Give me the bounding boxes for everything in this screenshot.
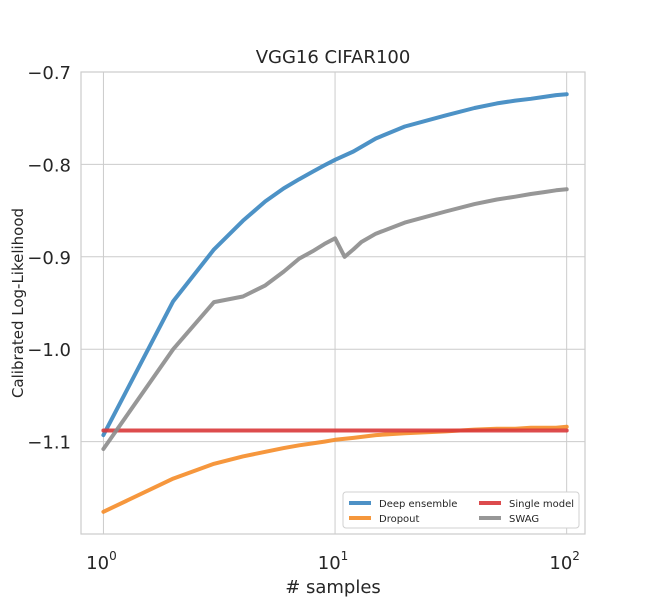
x-axis-label: # samples xyxy=(285,577,381,598)
legend-label-deep-ensemble: Deep ensemble xyxy=(379,499,457,510)
x-axis-ticks: 100 101 102 xyxy=(86,549,580,574)
series-line-deep-ensemble xyxy=(101,92,569,438)
legend-label-swag: SWAG xyxy=(509,514,539,525)
legend-box xyxy=(342,491,580,529)
y-tick-label: −0.8 xyxy=(27,155,71,176)
legend: Deep ensemble Dropout Single model SWAG xyxy=(342,491,580,529)
x-tick-label: 100 xyxy=(86,549,117,574)
legend-entries: Deep ensemble Dropout Single model SWAG xyxy=(349,499,574,525)
x-tick-exponent: 1 xyxy=(341,549,349,563)
x-tick-label: 102 xyxy=(549,549,580,574)
y-tick-label: −0.9 xyxy=(27,248,71,269)
series-line-dropout xyxy=(101,424,569,514)
y-tick-label: −1.0 xyxy=(27,340,71,361)
x-tick-exponent: 0 xyxy=(109,549,117,563)
series-layer xyxy=(101,92,569,514)
plot-area xyxy=(80,71,586,535)
legend-label-dropout: Dropout xyxy=(379,514,420,525)
series-line-swag xyxy=(101,187,569,451)
x-tick-base: 10 xyxy=(318,553,341,574)
x-tick-label: 101 xyxy=(318,549,349,574)
y-axis-label: Calibrated Log-Likelihood xyxy=(9,208,27,398)
x-tick-exponent: 2 xyxy=(572,549,580,563)
legend-label-single-model: Single model xyxy=(509,499,574,510)
y-axis-ticks: −0.7 −0.8 −0.9 −1.0 −1.1 xyxy=(27,63,71,454)
chart-title: VGG16 CIFAR100 xyxy=(256,47,411,68)
y-tick-label: −0.7 xyxy=(27,63,71,84)
y-tick-label: −1.1 xyxy=(27,433,71,454)
x-tick-base: 10 xyxy=(86,553,109,574)
x-tick-base: 10 xyxy=(549,553,572,574)
